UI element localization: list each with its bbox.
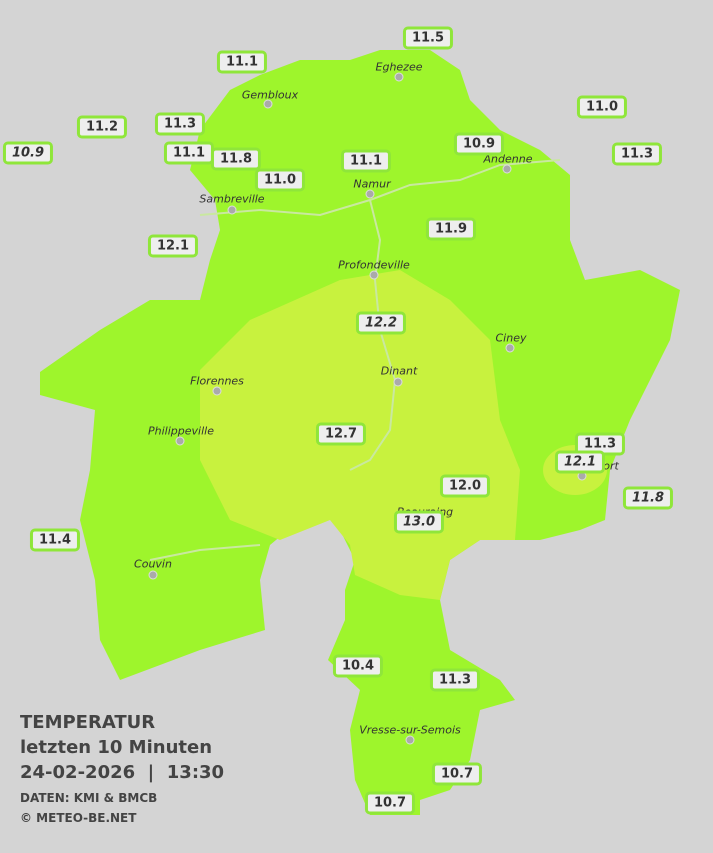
place-name: Profondeville — [338, 258, 410, 272]
subtitle: letzten 10 Minuten — [20, 737, 213, 758]
station-value: 10.4 — [332, 654, 384, 678]
station-value: 12.2 — [355, 311, 407, 335]
station-value: 13.0 — [393, 510, 445, 534]
place-name: Philippeville — [148, 424, 214, 438]
station-value: 11.3 — [429, 668, 481, 692]
station-value: 11.3 — [574, 432, 626, 456]
station-value: 11.2 — [76, 115, 128, 139]
place-name: Gembloux — [241, 88, 299, 102]
place-name: Couvin — [134, 557, 172, 571]
place-dot — [502, 164, 512, 174]
river — [149, 159, 561, 561]
station-value: 10.7 — [431, 762, 483, 786]
place-name: Vresse-sur-Semois — [359, 723, 461, 737]
station-value: 11.8 — [622, 486, 674, 510]
station-value: 11.3 — [154, 112, 206, 136]
station-value: 11.8 — [210, 147, 262, 171]
datetime: 24-02-2026 | 13:30 — [20, 762, 225, 783]
station-value: 12.1 — [147, 234, 199, 258]
source: DATEN: KMI & BMCB — [20, 791, 158, 805]
station-value: 11.0 — [576, 95, 628, 119]
place-dot — [227, 205, 237, 215]
place-name: Namur — [353, 177, 391, 191]
place-dot — [263, 99, 273, 109]
place-dot — [175, 436, 185, 446]
place-dot — [405, 735, 415, 745]
place-dot — [394, 72, 404, 82]
station-value: 10.9 — [2, 141, 54, 165]
place-dot — [365, 189, 375, 199]
place-dot — [212, 386, 222, 396]
place-dot — [505, 343, 515, 353]
station-value: 11.1 — [216, 50, 268, 74]
station-value: 10.7 — [364, 791, 416, 815]
station-value: 10.9 — [453, 132, 505, 156]
place-name: Ciney — [495, 331, 527, 345]
station-value: 12.7 — [315, 422, 367, 446]
station-value: 11.0 — [254, 168, 306, 192]
place-name: Dinant — [380, 364, 418, 378]
place-name: Sambreville — [199, 192, 265, 206]
station-value: 12.0 — [439, 474, 491, 498]
station-value: 11.9 — [425, 217, 477, 241]
place-dot — [148, 570, 158, 580]
place-name: Florennes — [190, 374, 244, 388]
station-value: 11.3 — [611, 142, 663, 166]
title: TEMPERATUR — [20, 712, 156, 733]
copyright: © METEO-BE.NET — [20, 811, 137, 825]
place-name: Eghezee — [375, 60, 423, 74]
station-value: 11.5 — [402, 26, 454, 50]
station-value: 11.4 — [29, 528, 81, 552]
station-value: 11.1 — [163, 141, 215, 165]
station-value: 12.1 — [554, 450, 606, 474]
station-value: 11.1 — [340, 149, 392, 173]
place-dot — [369, 270, 379, 280]
place-name: Andenne — [483, 152, 533, 166]
place-dot — [393, 377, 403, 387]
